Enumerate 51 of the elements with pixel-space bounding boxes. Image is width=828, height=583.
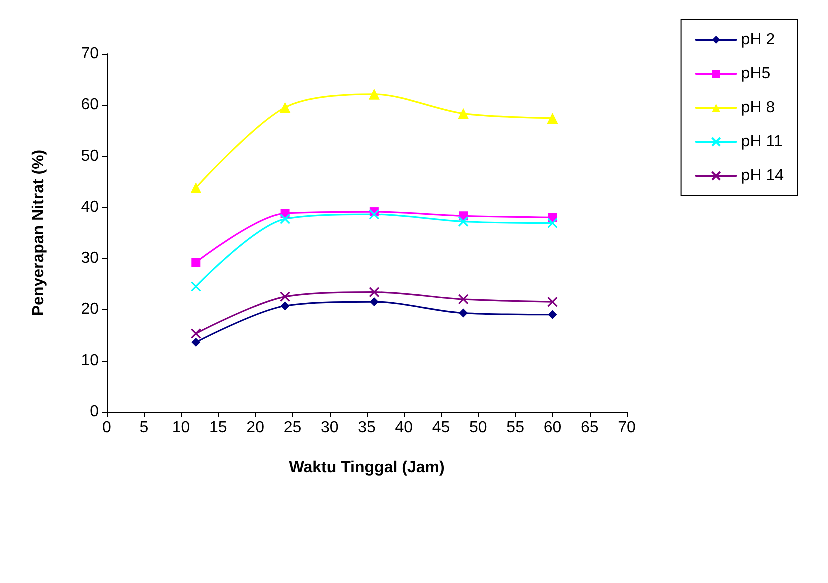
x-tick-label: 30 — [320, 420, 339, 436]
point — [368, 88, 380, 100]
x-tick-label: 45 — [432, 420, 450, 436]
x-tick-label: 55 — [506, 420, 525, 436]
point — [280, 302, 290, 311]
point — [459, 308, 468, 318]
point — [280, 292, 291, 302]
legend-label: pH 11 — [741, 134, 783, 150]
x-tick-label: 70 — [618, 420, 636, 436]
y-tick-label: 40 — [81, 198, 100, 216]
point — [190, 281, 202, 292]
legend-label: pH 2 — [741, 32, 776, 48]
x-tick-label: 35 — [358, 420, 376, 436]
y-axis-title: Penyerapan Nitrat (%) — [30, 150, 48, 316]
point — [548, 310, 558, 320]
legend-label: pH 8 — [741, 100, 776, 116]
y-tick-label: 20 — [81, 301, 100, 318]
x-tick-label: 60 — [544, 420, 562, 436]
y-tick-label: 60 — [81, 96, 100, 114]
point — [458, 108, 470, 120]
legend-label: pH5 — [741, 66, 771, 82]
x-tick-label: 5 — [140, 420, 149, 436]
point — [458, 216, 469, 228]
point — [190, 182, 202, 194]
x-tick-label: 25 — [284, 420, 302, 436]
legend-label: pH 14 — [741, 168, 784, 184]
x-tick-label: 15 — [210, 420, 228, 436]
y-tick-label: 0 — [90, 404, 100, 420]
point — [280, 102, 291, 114]
point — [458, 294, 469, 305]
point — [547, 296, 558, 308]
y-tick-label: 10 — [81, 352, 100, 370]
x-tick-label: 40 — [395, 420, 414, 436]
point — [190, 328, 202, 340]
y-tick-label: 30 — [81, 250, 100, 268]
point — [547, 112, 558, 124]
x-tick-label: 0 — [102, 420, 112, 436]
x-tick-label: 20 — [246, 420, 265, 436]
y-tick-label: 70 — [81, 46, 100, 62]
point — [547, 218, 558, 229]
x-tick-label: 50 — [470, 420, 488, 436]
point — [192, 338, 201, 347]
x-tick-label: 10 — [172, 420, 190, 436]
x-tick-label: 65 — [580, 420, 599, 436]
x-axis-title: Waktu Tinggal (Jam) — [289, 460, 445, 476]
point — [280, 214, 291, 224]
y-tick-label: 50 — [81, 148, 100, 165]
point — [192, 258, 201, 268]
point — [369, 287, 380, 298]
point — [370, 298, 379, 307]
point — [369, 209, 380, 220]
